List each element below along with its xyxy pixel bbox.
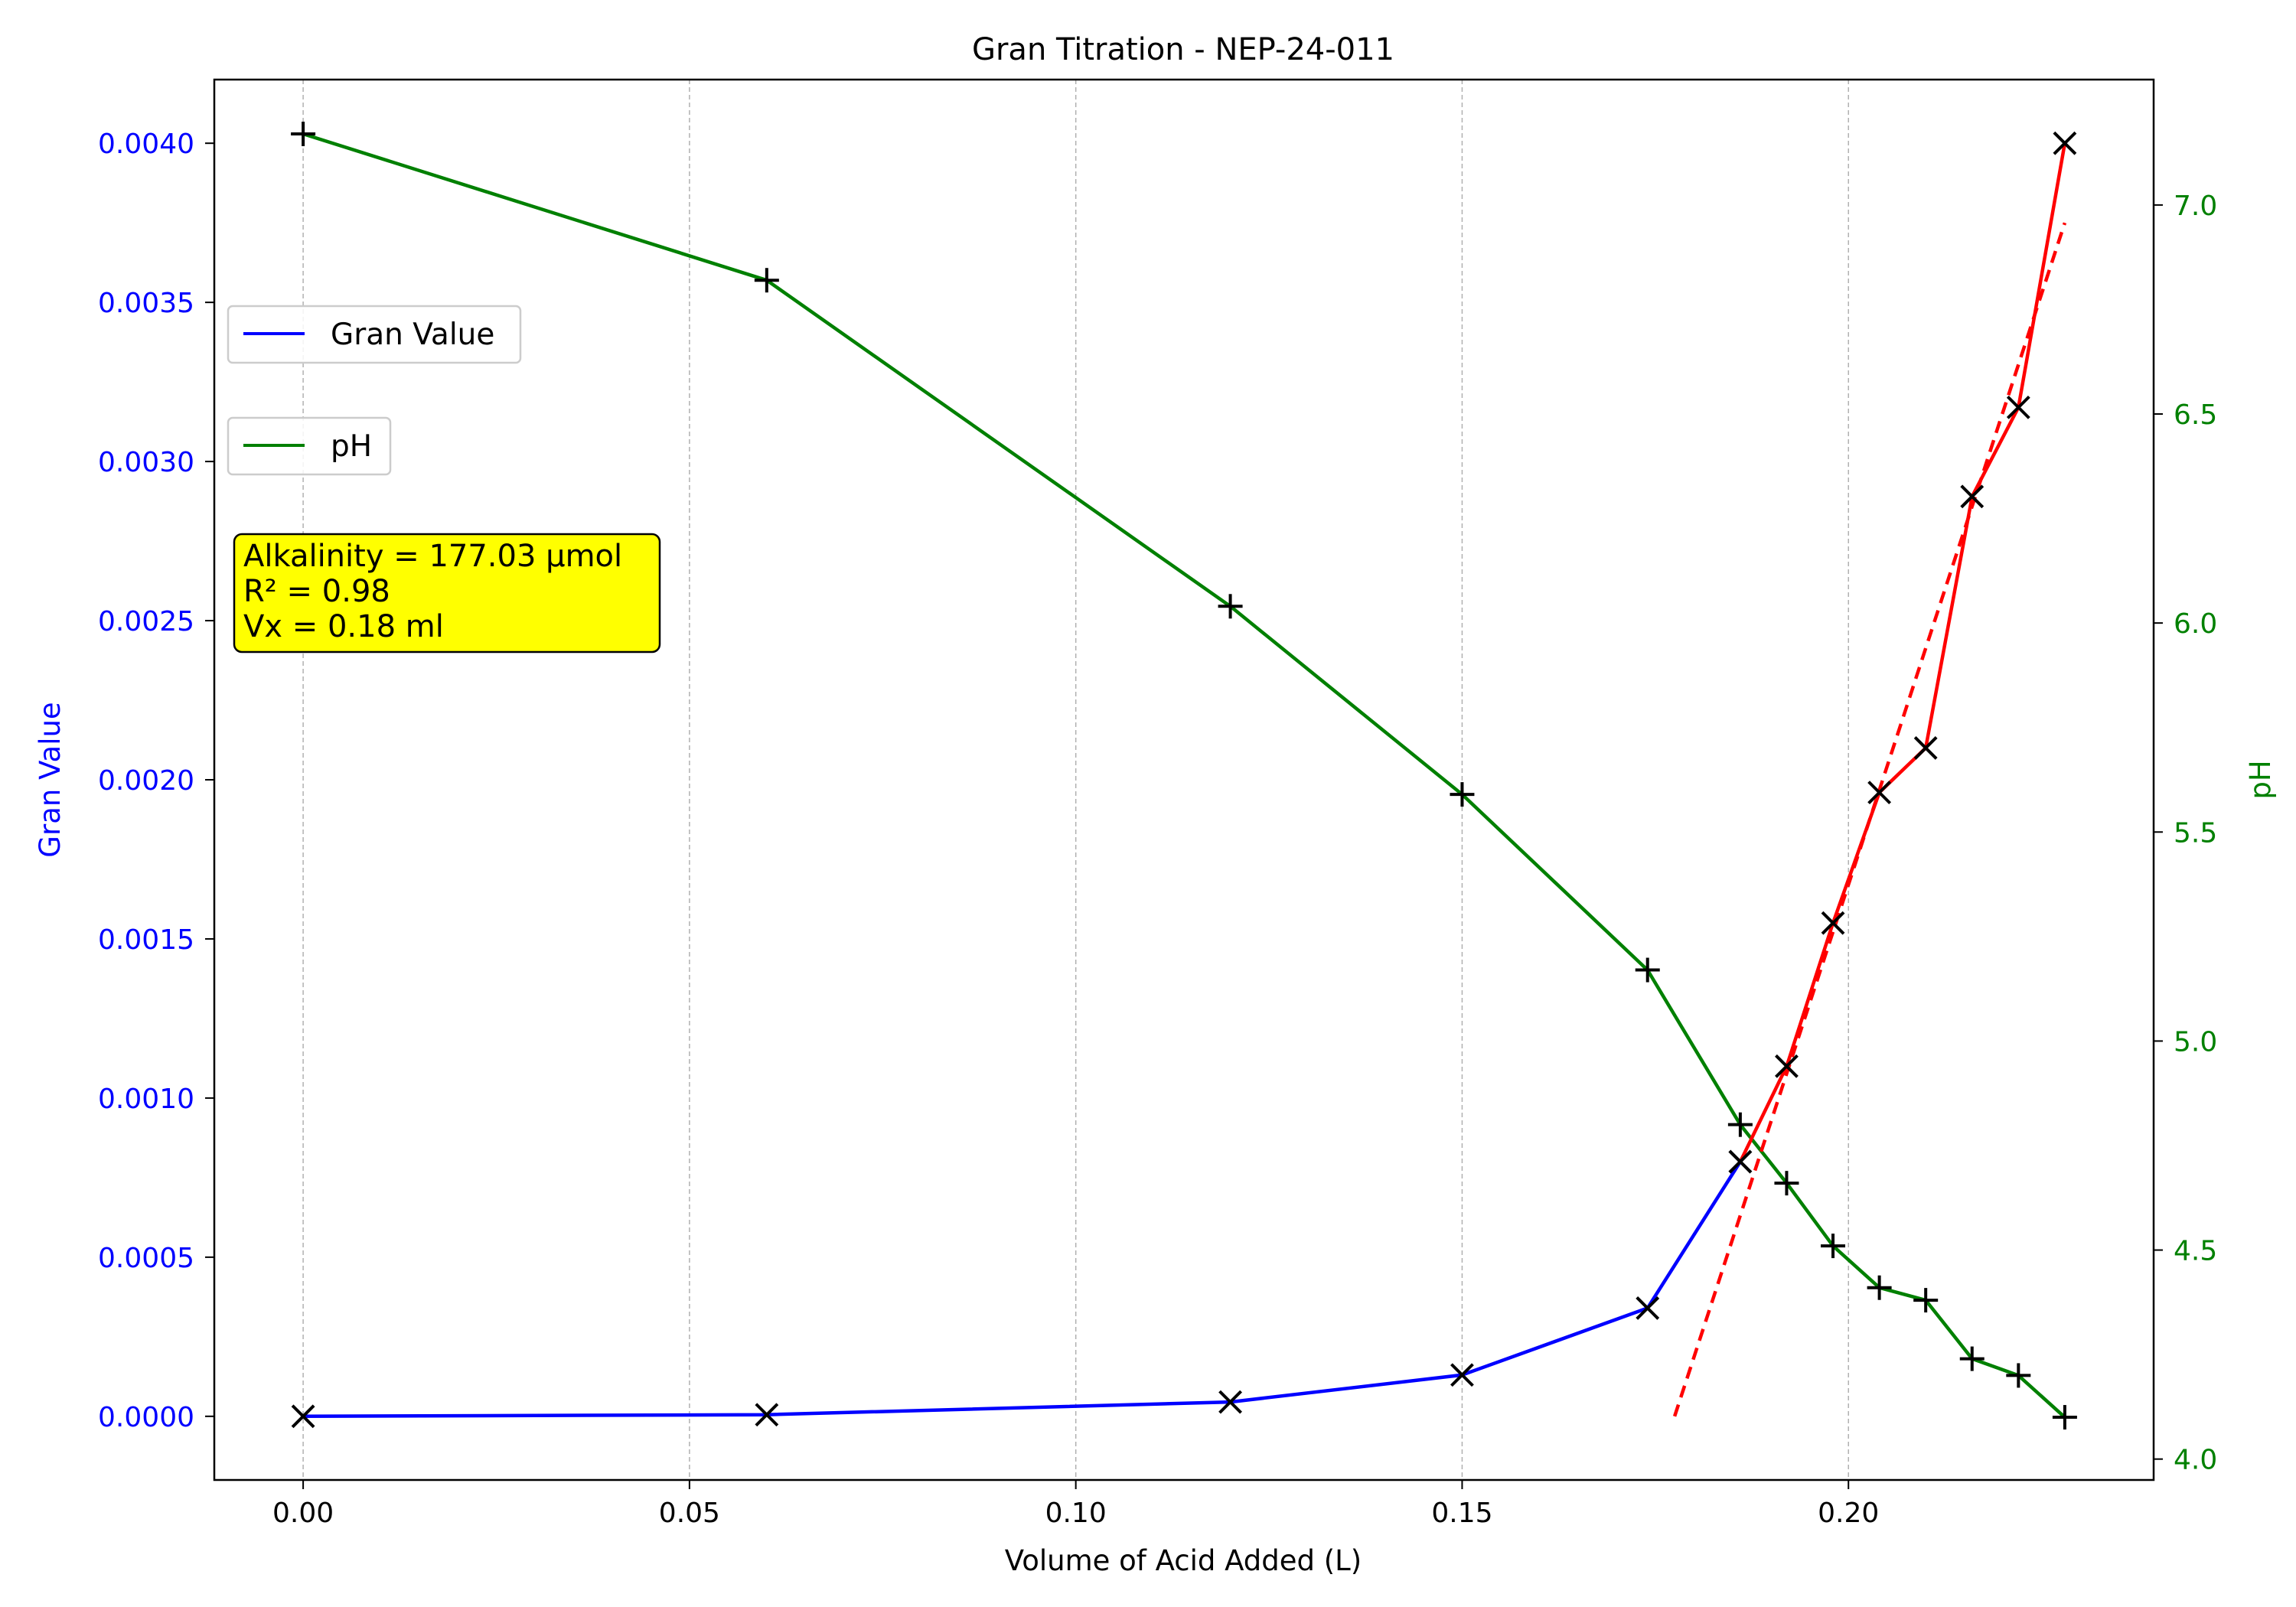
y-left-tick-label: 0.0030 — [98, 447, 194, 478]
annotation-r-squared: R² = 0.98 — [243, 574, 390, 609]
x-marker-stroke — [1960, 484, 1985, 509]
ph-point — [1450, 782, 1475, 807]
x-marker-stroke — [1728, 1149, 1753, 1174]
fit-points-line — [1738, 142, 2067, 1163]
chart-title: Gran Titration - NEP-24-011 — [972, 32, 1394, 67]
grid-lines — [302, 80, 1849, 1480]
ph-point — [1867, 1275, 1892, 1300]
y-right-tick-label: 6.0 — [2174, 608, 2217, 640]
x-tick-label: 0.10 — [1045, 1498, 1107, 1529]
ph-point — [2006, 1363, 2031, 1388]
fit-point — [1775, 1054, 1799, 1078]
x-tick-label: 0.20 — [1818, 1498, 1879, 1529]
y-right-tick-label: 6.5 — [2174, 399, 2217, 431]
x-tick-label: 0.00 — [272, 1498, 334, 1529]
fit-point — [2053, 131, 2077, 155]
y-left-tick-label: 0.0000 — [98, 1402, 194, 1433]
y-left-tick-label: 0.0040 — [98, 129, 194, 160]
annotation-box: Alkalinity = 177.03 µmol R² = 0.98 Vx = … — [233, 533, 661, 654]
x-marker-stroke — [1218, 1390, 1242, 1414]
x-axis-label: Volume of Acid Added (L) — [1005, 1544, 1362, 1577]
gran-point — [1450, 1363, 1474, 1387]
fit-point — [1960, 484, 1985, 509]
y-left-tick-label: 0.0005 — [98, 1243, 194, 1274]
y-left-tick-label: 0.0035 — [98, 288, 194, 319]
fit-point — [1867, 781, 1892, 805]
annotation-vx: Vx = 0.18 ml — [243, 609, 444, 644]
y-left-tick-label: 0.0020 — [98, 765, 194, 797]
fit-point — [1913, 735, 1938, 760]
x-marker-stroke — [1867, 781, 1892, 805]
legend-gran-value: Gran Value — [227, 305, 522, 364]
gran-value-line — [303, 1160, 1742, 1419]
y-left-tick-label: 0.0015 — [98, 924, 194, 956]
gran-point — [1636, 1296, 1660, 1320]
fit-point — [1728, 1149, 1753, 1174]
fit-point — [1821, 911, 1845, 935]
ph-point — [1774, 1171, 1799, 1196]
y-axis-left-label: Gran Value — [34, 702, 67, 857]
legend-ph: pH — [227, 416, 392, 476]
y-right-tick-label: 5.0 — [2174, 1026, 2217, 1058]
y-left-tick-label: 0.0010 — [98, 1084, 194, 1115]
ph-point — [1913, 1288, 1939, 1313]
y-axis-right-label: pH — [2244, 760, 2277, 799]
annotation-background — [233, 533, 661, 654]
ph-point — [1821, 1234, 1846, 1259]
y-right-tick-label: 4.5 — [2174, 1236, 2217, 1267]
gran-fit-dashed-line — [1672, 222, 2067, 1417]
ph-point — [1727, 1112, 1753, 1137]
ph-point — [1959, 1346, 1985, 1371]
fit-point — [2006, 395, 2030, 419]
x-tick-label: 0.15 — [1431, 1498, 1492, 1529]
gran-point — [1218, 1390, 1242, 1414]
ph-point — [1635, 957, 1660, 983]
x-marker-stroke — [2006, 395, 2030, 419]
y-right-tick-label: 4.0 — [2174, 1445, 2217, 1476]
y-left-tick-label: 0.0025 — [98, 606, 194, 637]
ph-point — [1218, 594, 1243, 619]
x-marker-stroke — [1913, 735, 1938, 760]
legend-label-gran: Gran Value — [331, 318, 494, 352]
gran-point — [755, 1403, 779, 1427]
x-marker-stroke — [1775, 1054, 1799, 1078]
y-right-tick-label: 7.0 — [2174, 191, 2217, 222]
ph-point — [754, 268, 779, 293]
x-marker-stroke — [1636, 1296, 1660, 1320]
axis-ticks: 0.00 0.05 0.10 0.15 0.20 0.0000 0.0005 0.0010 0.… — [98, 129, 2217, 1529]
legend-label-ph: pH — [331, 429, 372, 464]
x-marker-stroke — [1450, 1363, 1474, 1387]
gran-point — [291, 1404, 315, 1429]
x-marker-stroke — [2053, 131, 2077, 155]
plot-frame — [213, 78, 2155, 1482]
legend-box — [227, 305, 522, 364]
ph-point — [291, 122, 316, 147]
legend-box — [227, 416, 392, 476]
x-tick-label: 0.05 — [659, 1498, 720, 1529]
ph-point — [2052, 1405, 2077, 1430]
x-marker-stroke — [291, 1404, 315, 1429]
y-right-tick-label: 5.5 — [2174, 817, 2217, 849]
annotation-alkalinity: Alkalinity = 177.03 µmol — [243, 539, 622, 574]
x-marker-stroke — [1821, 911, 1845, 935]
x-marker-stroke — [755, 1403, 779, 1427]
data-series — [291, 122, 2077, 1430]
